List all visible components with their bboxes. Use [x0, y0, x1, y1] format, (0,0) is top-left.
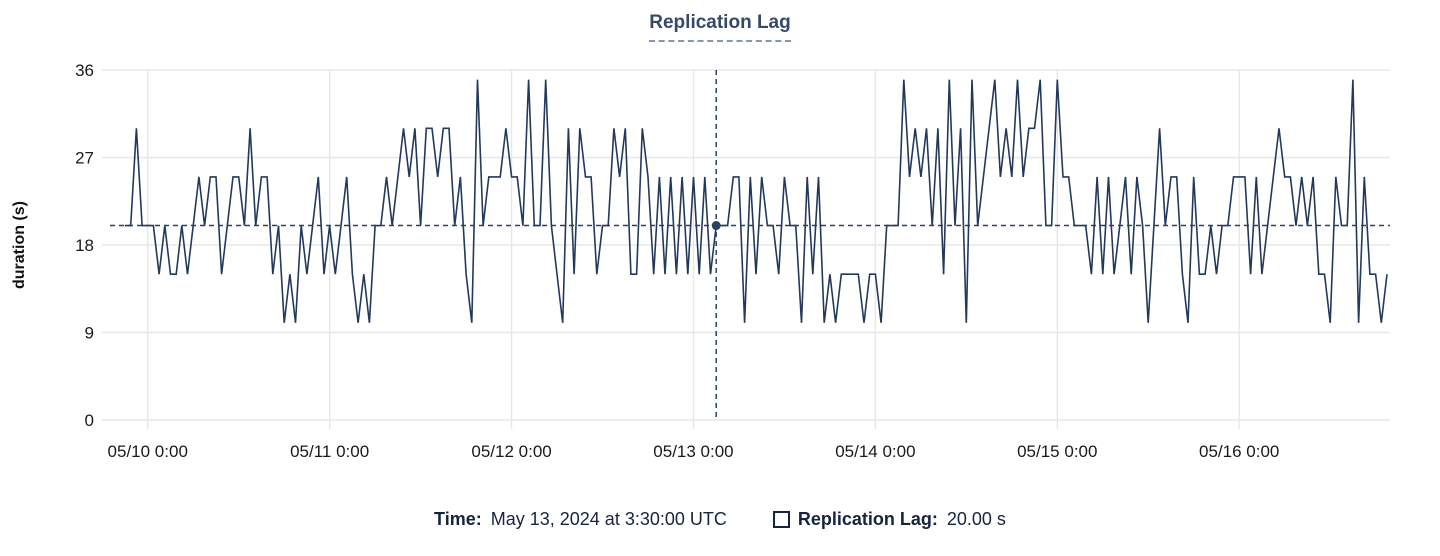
time-readout: Time: May 13, 2024 at 3:30:00 UTC	[434, 509, 727, 530]
series-swatch-icon	[772, 511, 790, 528]
chart-title-row: Replication Lag	[0, 12, 1440, 42]
y-tick-label: 18	[75, 236, 94, 255]
x-tick-label: 05/13 0:00	[653, 442, 733, 461]
replication-lag-chart[interactable]: 0 9 18 27 36 05/10 0:00 05/11 0:00 05/12 0:00 05…	[0, 0, 1440, 490]
x-tick-label: 05/11 0:00	[290, 442, 369, 461]
x-tick-label: 05/16 0:00	[1199, 442, 1279, 461]
x-tick-label: 05/10 0:00	[108, 442, 188, 461]
y-tick-label: 36	[75, 61, 94, 80]
y-axis-title: duration (s)	[11, 201, 28, 289]
series-label: Replication Lag:	[797, 509, 938, 529]
time-label: Time:	[434, 509, 482, 529]
chart-title-legend-toggle[interactable]: Replication Lag	[649, 12, 791, 42]
crosshair-point	[711, 221, 721, 231]
x-tick-label: 05/15 0:00	[1017, 442, 1097, 461]
x-tick-label: 05/12 0:00	[471, 442, 551, 461]
series-value: 20.00 s	[946, 509, 1006, 529]
y-tick-label: 27	[75, 149, 94, 168]
replication-lag-series-line[interactable]	[125, 79, 1388, 323]
time-value: May 13, 2024 at 3:30:00 UTC	[490, 509, 727, 529]
y-tick-label: 9	[85, 324, 94, 343]
series-readout: Replication Lag: 20.00 s	[772, 509, 1006, 530]
hover-readout: Time: May 13, 2024 at 3:30:00 UTC Replic…	[0, 509, 1440, 530]
y-tick-label: 0	[85, 411, 94, 430]
x-tick-label: 05/14 0:00	[835, 442, 915, 461]
